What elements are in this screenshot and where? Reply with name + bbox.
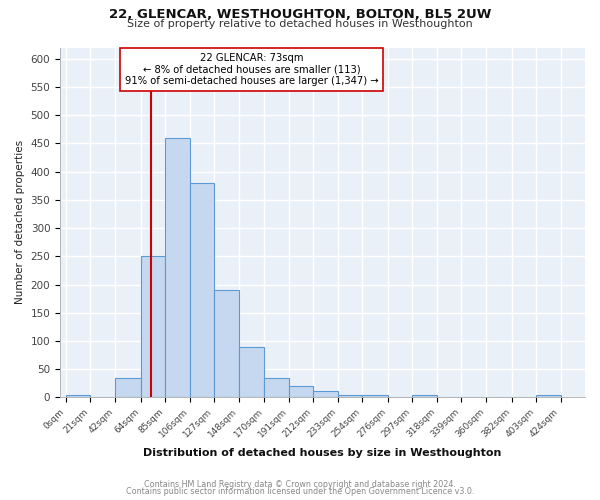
Bar: [190, 183, 214, 398]
Text: Contains HM Land Registry data © Crown copyright and database right 2024.: Contains HM Land Registry data © Crown c…: [144, 480, 456, 489]
Bar: [338, 394, 362, 398]
Bar: [313, 390, 338, 398]
Bar: [536, 394, 560, 398]
Text: 22 GLENCAR: 73sqm
← 8% of detached houses are smaller (113)
91% of semi-detached: 22 GLENCAR: 73sqm ← 8% of detached house…: [125, 52, 379, 86]
Bar: [264, 378, 289, 398]
Text: Contains public sector information licensed under the Open Government Licence v3: Contains public sector information licen…: [126, 487, 474, 496]
Bar: [239, 346, 264, 398]
Bar: [66, 394, 91, 398]
Bar: [214, 290, 239, 398]
Y-axis label: Number of detached properties: Number of detached properties: [15, 140, 25, 304]
Bar: [289, 386, 313, 398]
Bar: [362, 394, 388, 398]
Bar: [140, 256, 165, 398]
Text: 22, GLENCAR, WESTHOUGHTON, BOLTON, BL5 2UW: 22, GLENCAR, WESTHOUGHTON, BOLTON, BL5 2…: [109, 8, 491, 20]
Bar: [412, 394, 437, 398]
Bar: [165, 138, 190, 398]
Bar: [115, 378, 140, 398]
X-axis label: Distribution of detached houses by size in Westhoughton: Distribution of detached houses by size …: [143, 448, 502, 458]
Text: Size of property relative to detached houses in Westhoughton: Size of property relative to detached ho…: [127, 19, 473, 29]
